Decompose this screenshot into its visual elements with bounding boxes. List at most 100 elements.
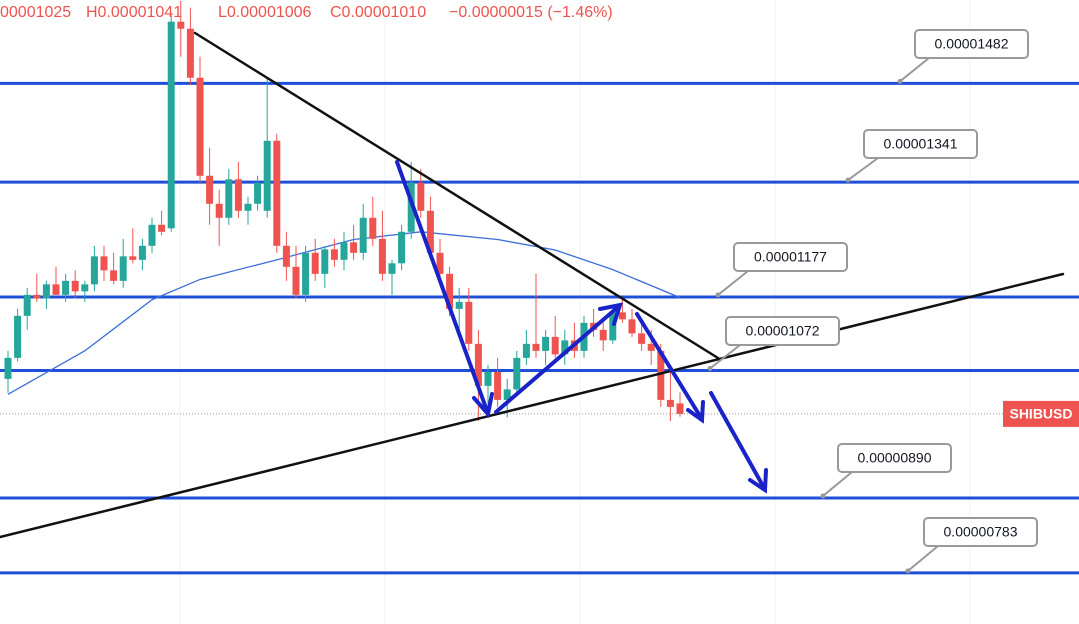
symbol-label: SHIBUSD (1009, 406, 1072, 422)
candle-body (628, 319, 636, 334)
arrow-head (598, 302, 623, 326)
label-box (914, 29, 1029, 59)
candle-body (148, 224, 156, 246)
candle-body (71, 280, 79, 292)
candle-body (484, 371, 492, 386)
candle-body (90, 256, 98, 285)
candle-body (369, 217, 377, 239)
symbol-tag (1003, 400, 1079, 427)
candle-body (302, 252, 310, 295)
grid (179, 0, 971, 624)
candle-body (436, 252, 444, 274)
level-label: 0.00001072 (746, 323, 820, 339)
candle-body (186, 28, 194, 78)
candle-body (638, 333, 646, 344)
arrow (709, 391, 765, 488)
candle-body (350, 242, 358, 253)
candle-body (378, 238, 386, 274)
plot (0, 0, 1079, 575)
candle-body (618, 312, 626, 320)
candle-body (23, 294, 31, 316)
arrow (635, 312, 702, 418)
candle-body (532, 343, 540, 351)
candle-body (100, 256, 108, 271)
level-label: 0.00001482 (935, 36, 1009, 52)
trendline (193, 31, 720, 360)
candle-body (62, 280, 70, 295)
candle-body (503, 389, 511, 400)
low-value: L0.00001006 (218, 4, 312, 21)
level-labels: 0.00001482 0.00001341 0.00001177 0.00001072… (707, 29, 1079, 574)
arrows (395, 160, 768, 494)
candle-body (513, 357, 521, 390)
candle-body (254, 182, 262, 204)
candle-body (263, 140, 271, 211)
label-box (733, 242, 848, 272)
candle-body (167, 21, 175, 229)
label-pointer (847, 157, 879, 181)
label-anchor (820, 493, 826, 499)
candle-body (225, 179, 233, 218)
candle-body (42, 284, 50, 299)
candle-body (609, 312, 617, 341)
label-box (725, 316, 840, 346)
label-pointer (822, 471, 853, 497)
candle-body (455, 301, 463, 309)
candle-body (206, 175, 214, 204)
change-value: −0.00000015 (−1.46%) (449, 4, 613, 21)
candle-body (474, 343, 482, 386)
candle-body (119, 256, 127, 281)
label-anchor (905, 568, 911, 574)
candle-body (426, 210, 434, 253)
candle-body (407, 182, 415, 232)
candle-body (359, 217, 367, 253)
open-value: 00001025 (0, 4, 71, 21)
high-value: H0.00001041 (86, 4, 182, 21)
candle-body (330, 249, 338, 260)
label-anchor (897, 78, 903, 84)
candle-body (417, 182, 425, 211)
arrow (395, 160, 488, 410)
label-pointer (717, 270, 749, 296)
candle-body (14, 315, 22, 358)
label-pointer (709, 344, 741, 370)
trendline (0, 272, 1065, 539)
candle-body (551, 336, 559, 355)
arrow-head (686, 400, 705, 424)
candle-body (494, 371, 502, 400)
label-pointer (907, 545, 939, 572)
candle-body (4, 357, 12, 379)
candle-body (234, 179, 242, 211)
arrow (494, 305, 620, 414)
arrow-head (748, 468, 768, 494)
candle-body (273, 140, 281, 246)
candle-body (177, 21, 185, 29)
level-label: 0.00000890 (858, 450, 932, 466)
label-anchor (707, 365, 713, 371)
label-anchor (845, 177, 851, 183)
candle-body (196, 77, 204, 176)
candle-body (398, 231, 406, 264)
candle-body (215, 203, 223, 218)
close-value: C0.00001010 (330, 4, 426, 21)
candle-body (321, 249, 329, 274)
candle-body (388, 263, 396, 274)
candle-body (542, 336, 550, 351)
legend-header: 00001025 H0.00001041 L0.00001006 C0.0000… (0, 4, 613, 21)
level-label: 0.00000783 (944, 524, 1018, 540)
candle-body (647, 343, 655, 351)
candle-body (446, 273, 454, 309)
candle-body (657, 350, 665, 400)
candle-body (292, 266, 300, 295)
drawings (0, 31, 1065, 539)
label-box (837, 443, 952, 473)
candle-body (311, 252, 319, 274)
level-label: 0.00001177 (754, 249, 827, 265)
candle-body (676, 403, 684, 414)
candle-body (244, 203, 252, 211)
candle-body (666, 399, 674, 407)
label-box (923, 517, 1038, 547)
arrow-head (472, 392, 494, 419)
candle-body (158, 224, 166, 232)
